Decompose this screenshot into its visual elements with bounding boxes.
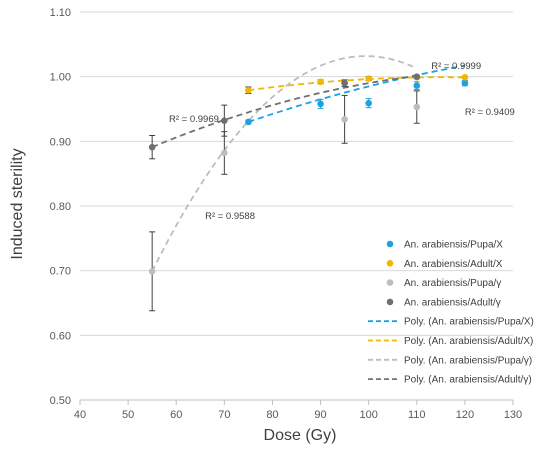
y-tick-label: 1.10 — [50, 7, 71, 19]
data-point — [341, 79, 348, 87]
y-tick-label: 0.70 — [50, 266, 71, 278]
legend-label: An. arabiensis/Pupa/X — [404, 240, 503, 251]
x-tick-label: 60 — [170, 409, 182, 421]
x-tick-label: 70 — [218, 409, 230, 421]
y-tick-label: 0.90 — [50, 136, 71, 148]
y-tick-labels: 0.50 0.60 0.70 0.80 0.90 1.00 1.10 — [50, 7, 71, 407]
data-point — [365, 99, 372, 107]
x-axis-title: Dose (Gy) — [264, 427, 337, 444]
x-tick-labels: 40 50 60 70 80 90 100 110 120 130 — [74, 409, 522, 421]
data-point — [148, 268, 156, 275]
x-tick-label: 90 — [314, 409, 326, 421]
data-point — [317, 100, 324, 108]
legend: An. arabiensis/Pupa/X An. arabiensis/Adul… — [368, 240, 534, 386]
legend-label: Poly. (An. arabiensis/Pupa/X) — [404, 317, 534, 328]
data-point — [148, 143, 156, 151]
x-tick-label: 130 — [504, 409, 522, 421]
y-axis-title: Induced sterility — [9, 148, 26, 259]
x-tick-label: 40 — [74, 409, 86, 421]
trendline — [151, 75, 417, 149]
legend-marker — [386, 279, 394, 286]
data-point — [413, 103, 421, 111]
y-tick-label: 1.00 — [50, 72, 71, 84]
error-bars — [149, 74, 468, 312]
x-tick-label: 50 — [122, 409, 134, 421]
data-point — [413, 82, 421, 90]
trendlines — [151, 55, 466, 272]
legend-marker — [386, 298, 394, 306]
data-points — [148, 73, 469, 275]
data-point — [317, 78, 324, 86]
data-point — [245, 86, 252, 94]
legend-label: Poly. (An. arabiensis/Pupa/γ) — [404, 355, 532, 366]
y-tick-label: 0.50 — [50, 395, 71, 407]
legend-label: Poly. (An. arabiensis/Adult/X) — [404, 336, 533, 347]
r-squared-label: R² = 0.9409 — [465, 107, 515, 118]
y-tick-label: 0.80 — [50, 201, 71, 213]
data-point — [461, 79, 469, 87]
trendline — [248, 64, 466, 123]
legend-marker — [386, 260, 394, 267]
data-point — [245, 118, 252, 126]
data-point — [221, 117, 228, 124]
legend-label: An. arabiensis/Adult/X — [404, 259, 503, 270]
x-tick-label: 120 — [456, 409, 474, 421]
r-squared-label: R² = 0.9969 — [169, 114, 219, 125]
legend-label: Poly. (An. arabiensis/Adult/γ) — [404, 375, 532, 386]
x-tick-label: 100 — [359, 409, 377, 421]
data-point — [413, 73, 421, 80]
data-point — [341, 116, 348, 123]
trendline — [248, 76, 465, 92]
data-point — [461, 74, 469, 81]
x-tick-label: 80 — [266, 409, 278, 421]
y-tick-label: 0.60 — [50, 330, 71, 342]
x-tick-label: 110 — [408, 409, 426, 421]
legend-label: An. arabiensis/Pupa/γ — [404, 278, 501, 289]
legend-label: An. arabiensis/Adult/γ — [404, 297, 501, 308]
legend-marker — [386, 240, 394, 248]
data-point — [221, 149, 228, 157]
r-squared-label: R² = 0.9999 — [431, 61, 481, 72]
data-point — [365, 75, 372, 82]
axes — [79, 399, 514, 405]
r-squared-annotations: R² = 0.9969 R² = 0.9999 R² = 0.9409 R² = 0.… — [169, 61, 515, 222]
r-squared-label: R² = 0.9588 — [205, 211, 255, 222]
trendline — [151, 55, 418, 272]
